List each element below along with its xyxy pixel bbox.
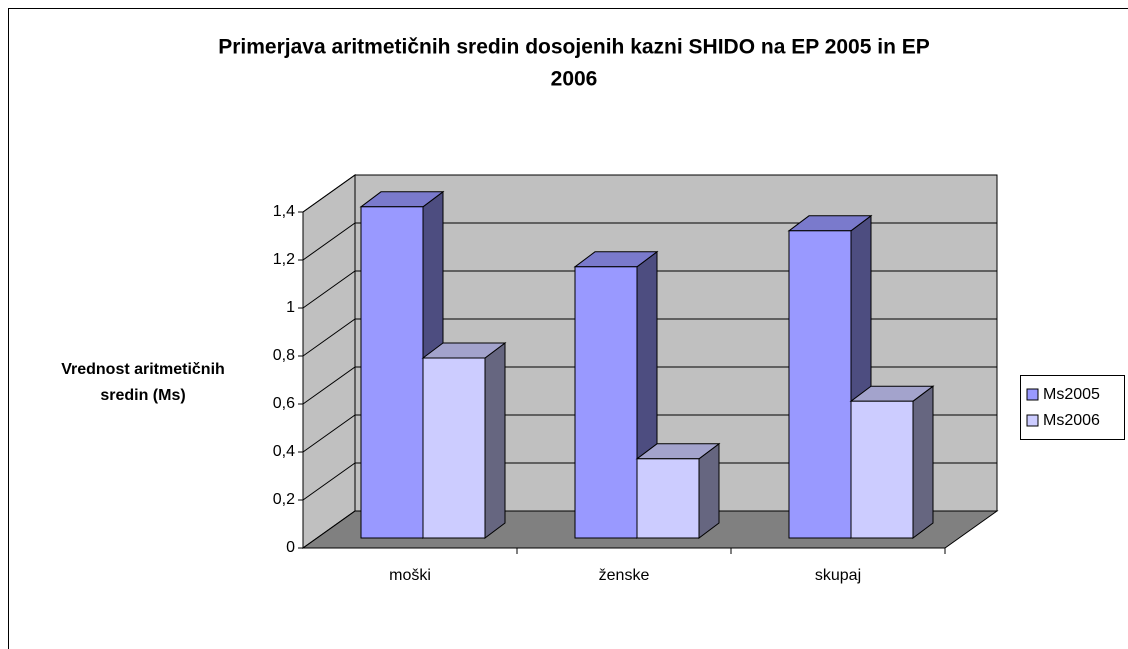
y-axis-label: Vrednost aritmetičnih: [61, 361, 225, 378]
y-tick-label: 0,8: [273, 347, 295, 364]
y-tick-label: 0,2: [273, 491, 295, 508]
legend-swatch: [1026, 414, 1039, 427]
grid-line: [302, 174, 997, 213]
legend-label: Ms2006: [1043, 412, 1100, 429]
grid-line: [302, 510, 997, 549]
grid-line: [302, 318, 997, 357]
chart-title: Primerjava aritmetičnih sredin dosojenih…: [218, 36, 930, 59]
y-tick-label: 1,4: [273, 203, 295, 220]
legend: [1020, 375, 1125, 440]
y-tick-label: 0: [286, 539, 295, 556]
legend-label: Ms2005: [1043, 386, 1100, 403]
bar: [574, 266, 638, 539]
bar-side: [912, 385, 934, 539]
side-wall: [302, 174, 356, 549]
grid-line: [302, 270, 997, 309]
y-tick-label: 1,2: [273, 251, 295, 268]
x-tick-label: ženske: [599, 567, 650, 584]
bar: [422, 357, 486, 539]
bar-side: [698, 442, 720, 539]
chart-title: 2006: [551, 68, 598, 91]
bar: [636, 458, 700, 539]
y-tick-label: 0,4: [273, 443, 295, 460]
bar-side: [484, 342, 506, 539]
y-axis-label: sredin (Ms): [100, 387, 185, 404]
bar: [788, 230, 852, 539]
grid-line: [302, 222, 997, 261]
grid-line: [302, 366, 997, 405]
x-tick-label: skupaj: [815, 567, 861, 584]
bar: [360, 206, 424, 539]
x-tick-label: moški: [389, 567, 431, 584]
bar: [850, 400, 914, 539]
grid-line: [302, 462, 997, 501]
legend-swatch: [1026, 388, 1039, 401]
grid-line: [302, 414, 997, 453]
y-tick-label: 0,6: [273, 395, 295, 412]
y-tick-label: 1: [286, 299, 295, 316]
